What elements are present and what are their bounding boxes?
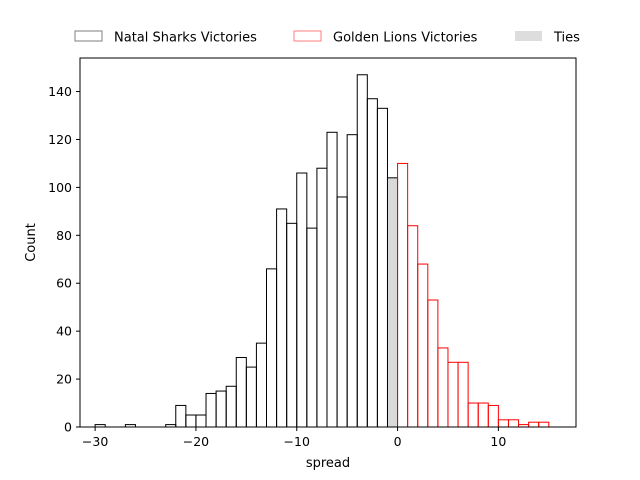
histogram-bar <box>376 107 388 428</box>
legend-label: Ties <box>553 31 580 46</box>
histogram-bar <box>266 268 278 428</box>
histogram-bar <box>255 342 268 428</box>
legend-label: Natal Sharks Victories <box>114 31 257 46</box>
y-tick-label: 80 <box>56 228 72 243</box>
bars-layer <box>94 74 550 428</box>
y-tick-label: 140 <box>48 84 72 99</box>
histogram-bar <box>497 419 509 428</box>
histogram-bar <box>326 131 338 428</box>
histogram-bar <box>386 177 399 428</box>
histogram-bar <box>296 172 308 428</box>
x-tick-label: −30 <box>82 434 108 449</box>
y-tick-label: 40 <box>56 324 72 339</box>
y-axis-label: Count <box>24 223 39 262</box>
histogram-bar <box>225 385 237 428</box>
histogram-bar <box>356 74 368 428</box>
histogram-bar <box>306 227 318 428</box>
legend-swatch <box>293 30 322 42</box>
histogram-bar <box>397 162 409 428</box>
histogram-bar <box>457 361 469 428</box>
histogram-bar <box>437 347 449 428</box>
histogram-bar <box>316 167 328 428</box>
histogram-bar <box>467 402 479 428</box>
y-axis: 0 20 40 60 80 100 120 140 <box>48 84 80 435</box>
histogram-bar <box>487 404 499 428</box>
legend: Natal Sharks Victories Golden Lions Victo… <box>74 30 580 46</box>
x-tick-label: 10 <box>490 434 506 449</box>
histogram-bar <box>245 366 257 428</box>
x-tick-label: 0 <box>394 434 402 449</box>
y-tick-label: 60 <box>56 276 72 291</box>
histogram-bar <box>195 414 207 428</box>
histogram-bar <box>366 98 378 428</box>
histogram-bar <box>336 196 348 428</box>
legend-swatch <box>515 31 542 41</box>
histogram-bar <box>427 299 439 428</box>
y-tick-label: 100 <box>48 180 72 195</box>
histogram-bar <box>528 421 540 428</box>
histogram-bar <box>235 357 247 428</box>
legend-label: Golden Lions Victories <box>333 31 478 46</box>
histogram-bar <box>346 134 358 428</box>
x-axis: −30 −20 −10 0 10 <box>82 427 506 449</box>
histogram-bar <box>407 225 419 428</box>
plot-frame <box>79 57 577 428</box>
histogram-bar <box>447 361 459 428</box>
legend-swatch <box>74 30 103 42</box>
histogram-bar <box>507 419 520 428</box>
y-tick-label: 120 <box>48 132 72 147</box>
histogram-bar <box>417 263 429 428</box>
y-tick-label: 20 <box>56 372 72 387</box>
histogram-bar <box>205 392 217 428</box>
histogram-bar <box>477 402 489 428</box>
y-tick-label: 0 <box>64 420 72 435</box>
histogram-bar <box>175 404 187 428</box>
x-tick-label: −10 <box>284 434 310 449</box>
histogram-bar <box>185 414 197 428</box>
x-axis-label: spread <box>306 456 350 471</box>
histogram-bar <box>215 390 227 428</box>
histogram-bar <box>538 421 550 428</box>
histogram-bar <box>286 222 298 428</box>
x-tick-label: −20 <box>183 434 209 449</box>
histogram-bar <box>276 208 288 428</box>
